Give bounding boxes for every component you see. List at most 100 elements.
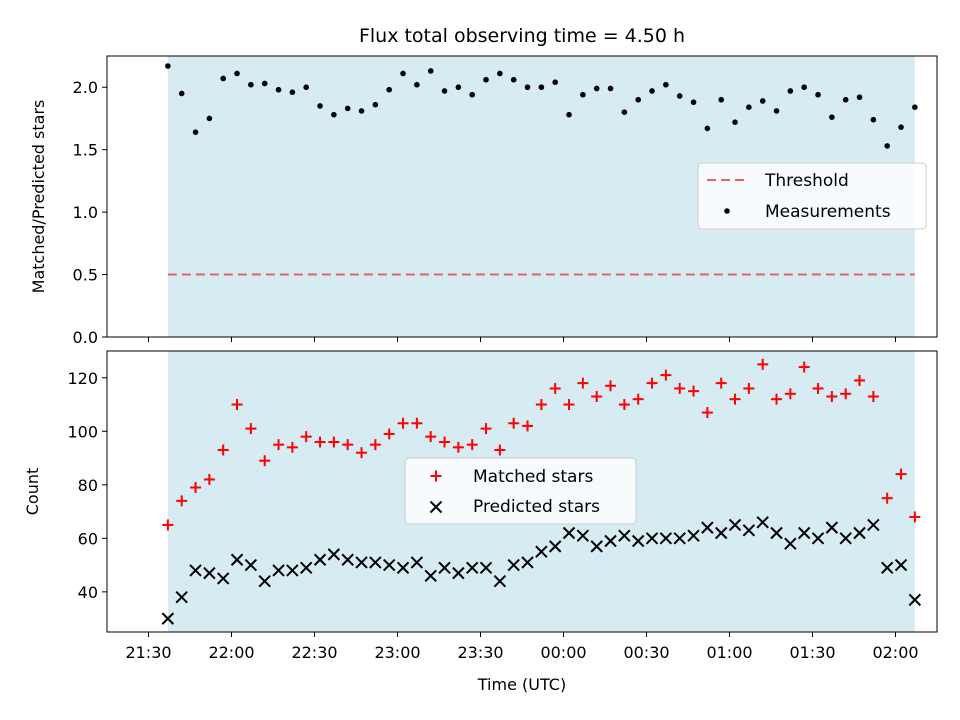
measurement-point (165, 63, 171, 69)
measurement-point (386, 86, 393, 93)
cross-stroke-b (382, 558, 396, 572)
predicted-star-marker (784, 537, 797, 550)
matched-star-marker (508, 417, 520, 429)
measurement-point (497, 70, 503, 77)
predicted-star-marker (216, 572, 230, 585)
matched-star-marker (245, 423, 257, 435)
matched-star-marker (715, 377, 727, 389)
predicted-star-marker (562, 526, 576, 540)
cross-stroke-b (175, 591, 188, 604)
cross-stroke-b (867, 518, 880, 532)
x-tick-label: 22:30 (291, 643, 337, 662)
bottom-legend: Matched stars Predicted stars (404, 457, 637, 525)
cross-stroke-b (797, 526, 811, 540)
x-tick-label: 23:30 (457, 643, 503, 662)
matched-star-marker (591, 390, 603, 402)
y-tick-label: 2.0 (73, 78, 98, 97)
cross-stroke-b (839, 532, 852, 545)
predicted-star-marker (590, 540, 603, 553)
matched-star-marker (632, 393, 644, 405)
matched-star-marker (646, 377, 658, 389)
cross-stroke-b (161, 612, 175, 625)
measurement-point (248, 81, 254, 88)
matched-star-marker (605, 380, 617, 392)
measurement-point (801, 84, 807, 91)
top-y-axis-label: Matched/Predicted stars (29, 100, 48, 294)
measurement-point (718, 96, 724, 103)
cross-stroke-b (341, 553, 354, 566)
matched-star-marker (300, 431, 312, 443)
cross-stroke-b (618, 529, 631, 542)
measurement-point (580, 91, 586, 98)
predicted-star-marker (576, 529, 590, 542)
cross-stroke-b (535, 545, 548, 558)
matched-star-marker (840, 388, 852, 400)
cross-stroke-b (811, 532, 825, 545)
predicted-star-marker (867, 518, 880, 532)
predicted-star-marker (839, 532, 852, 545)
cross-stroke-b (465, 561, 479, 574)
predicted-star-marker (701, 521, 714, 534)
matched-star-marker (563, 399, 575, 411)
matched-star-marker (314, 436, 326, 448)
matched-star-marker (480, 423, 492, 435)
matched-star-marker (328, 436, 340, 448)
measurement-points (165, 63, 918, 149)
cross-stroke-b (493, 574, 507, 588)
cross-stroke-b (714, 526, 728, 540)
matched-star-marker (660, 369, 672, 381)
cross-stroke-b (410, 556, 424, 569)
bottom-x-ticks: 21:30 22:00 22:30 23:00 23:30 00:00 00:30 01:00… (125, 632, 919, 662)
cross-stroke-b (189, 564, 202, 577)
legend-matched-label: Matched stars (473, 467, 593, 487)
legend-matched-swatch (430, 470, 442, 482)
predicted-star-marker (756, 516, 769, 529)
measurement-point (649, 88, 655, 94)
measurement-point (773, 108, 780, 114)
cross-stroke-b (258, 574, 271, 588)
predicted-star-marker (604, 534, 617, 548)
matched-star-marker (273, 439, 285, 451)
x-tick-label: 01:00 (706, 643, 752, 662)
cross-stroke-b (313, 553, 327, 566)
predicted-star-marker (770, 526, 783, 540)
matched-star-marker (217, 444, 229, 456)
matched-star-marker (259, 455, 271, 467)
x-tick-label: 22:00 (208, 643, 254, 662)
measurement-point (815, 91, 821, 98)
matched-star-marker (729, 393, 741, 405)
predicted-star-marker (548, 540, 562, 553)
cross-stroke-b (645, 532, 659, 545)
measurement-point (510, 76, 517, 83)
predicted-star-marker (673, 532, 686, 545)
cross-stroke-b (244, 558, 258, 572)
matched-star-marker (549, 382, 561, 394)
measurement-point (524, 84, 531, 91)
predicted-star-marker (244, 558, 258, 572)
measurement-point (566, 111, 572, 118)
matched-star-marker (535, 399, 547, 411)
legend-predicted-label: Predicted stars (473, 497, 600, 517)
matched-star-marker (743, 382, 755, 394)
measurement-point (870, 116, 877, 123)
predicted-star-marker (355, 556, 368, 569)
cross-stroke-b (880, 561, 894, 574)
cross-stroke-b (452, 566, 465, 580)
x-tick-label: 01:30 (789, 643, 835, 662)
cross-stroke-b (327, 548, 341, 561)
cross-stroke-b (853, 526, 866, 540)
predicted-star-marker (424, 569, 437, 583)
y-tick-label: 120 (67, 369, 98, 388)
predicted-star-marker (535, 545, 548, 558)
predicted-star-marker (853, 526, 866, 540)
matched-star-marker (701, 407, 713, 419)
measurement-point (842, 96, 849, 103)
y-tick-label: 0.0 (73, 328, 98, 347)
predicted-star-marker (493, 574, 507, 588)
predicted-star-marker (286, 564, 299, 577)
predicted-star-marker (396, 561, 410, 574)
top-axes-frame (106, 55, 938, 338)
measurement-point (912, 104, 918, 111)
top-y-ticks: 0.0 0.5 1.0 1.5 2.0 (73, 78, 107, 347)
x-tick-label: 00:00 (540, 643, 586, 662)
